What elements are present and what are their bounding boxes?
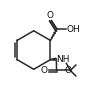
Text: O: O [47,11,54,20]
Text: NH: NH [56,55,70,64]
Text: O: O [41,66,48,75]
Text: O: O [64,66,71,75]
Text: OH: OH [66,25,80,34]
